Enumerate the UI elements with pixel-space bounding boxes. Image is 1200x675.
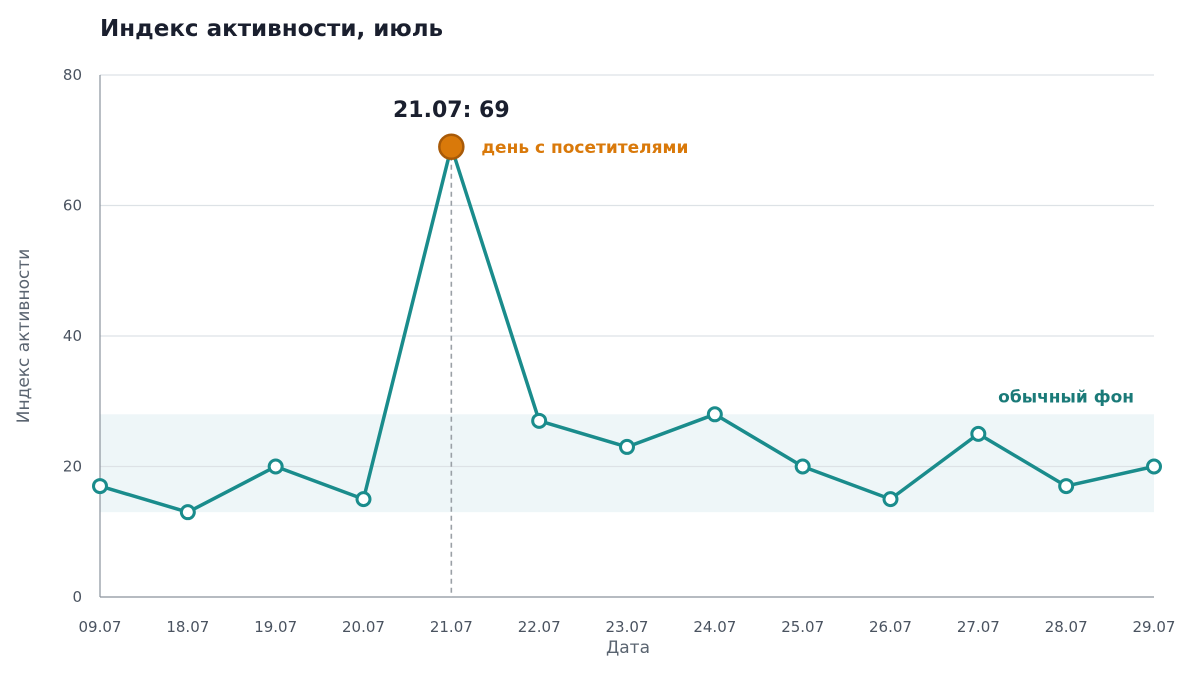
x-tick-label: 25.07 bbox=[781, 618, 824, 636]
y-tick-label: 20 bbox=[63, 458, 82, 476]
data-point bbox=[619, 438, 635, 455]
y-tick-label: 40 bbox=[63, 327, 82, 345]
data-point bbox=[706, 406, 723, 423]
x-tick-label: 23.07 bbox=[606, 618, 649, 636]
y-tick-label: 80 bbox=[63, 66, 82, 84]
data-point bbox=[1146, 458, 1162, 475]
highlight-label: день с посетителями bbox=[481, 138, 688, 158]
data-point bbox=[531, 412, 548, 429]
x-tick-label: 21.07 bbox=[430, 618, 473, 636]
x-tick-label: 22.07 bbox=[518, 618, 561, 636]
y-tick-label: 60 bbox=[63, 197, 82, 215]
chart-title: Индекс активности, июль bbox=[100, 16, 444, 42]
data-point bbox=[882, 491, 899, 508]
x-tick-label: 09.07 bbox=[79, 618, 122, 636]
y-tick-label: 0 bbox=[72, 588, 82, 606]
normal-range-band bbox=[100, 414, 1154, 513]
y-axis-label: Индекс активности bbox=[14, 249, 34, 424]
x-tick-label: 20.07 bbox=[342, 618, 385, 636]
x-tick-label: 24.07 bbox=[693, 618, 736, 636]
x-tick-label: 27.07 bbox=[957, 618, 1000, 636]
x-tick-label: 26.07 bbox=[869, 618, 912, 636]
data-point bbox=[970, 425, 987, 442]
data-point bbox=[179, 504, 196, 521]
x-tick-label: 18.07 bbox=[166, 618, 209, 636]
highlight-value-label: 21.07: 69 bbox=[393, 98, 510, 123]
data-point bbox=[794, 458, 811, 475]
x-tick-label: 29.07 bbox=[1133, 618, 1176, 636]
data-point bbox=[1058, 478, 1075, 495]
data-point bbox=[355, 491, 372, 508]
x-tick-label: 28.07 bbox=[1045, 618, 1088, 636]
x-axis-label: Дата bbox=[606, 638, 650, 658]
data-point bbox=[267, 458, 284, 475]
highlight-point bbox=[438, 133, 465, 161]
band-label: обычный фон bbox=[998, 387, 1134, 407]
x-tick-label: 19.07 bbox=[254, 618, 297, 636]
data-point bbox=[92, 478, 108, 495]
